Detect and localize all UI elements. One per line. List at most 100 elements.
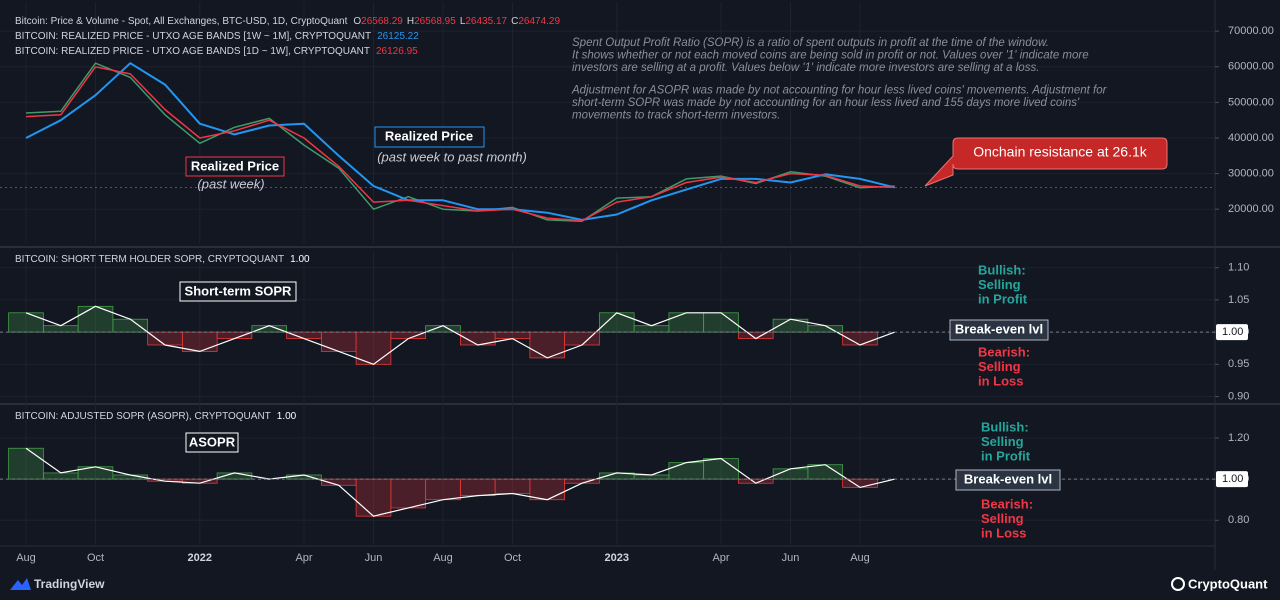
- x-tick-label: Aug: [16, 552, 36, 564]
- y-tick-label: 20000.00: [1228, 203, 1274, 215]
- y-tick-label: 40000.00: [1228, 132, 1274, 144]
- profit-box: [8, 447, 44, 480]
- profit-box: [633, 325, 670, 333]
- pane-last-value: 1.00: [277, 411, 297, 422]
- pane-title-text: BITCOIN: SHORT TERM HOLDER SOPR, CRYPTOQ…: [15, 254, 284, 265]
- bullish-note: in Profit: [978, 291, 1028, 306]
- annotation-box: [374, 126, 485, 148]
- pane-title-text: BITCOIN: ADJUSTED SOPR (ASOPR), CRYPTOQU…: [15, 411, 271, 422]
- y-tick-label: 1.10: [1228, 262, 1249, 274]
- annotation: Short-term SOPR: [185, 283, 293, 298]
- pane-last-value: 1.00: [290, 254, 310, 265]
- ohlc-label: O: [353, 16, 361, 27]
- cryptoquant-logo: [1171, 577, 1185, 591]
- annotation: Break-even lvl: [955, 321, 1043, 336]
- ohlc-value: 26474.29: [518, 16, 560, 27]
- loss-box: [216, 331, 253, 339]
- y-tick-label: 0.80: [1228, 514, 1249, 526]
- loss-box: [425, 478, 461, 501]
- tradingview-logo: [10, 578, 31, 590]
- x-tick-label: Oct: [504, 552, 521, 564]
- loss-box: [842, 478, 878, 488]
- profit-box: [598, 312, 635, 333]
- sopr-line: [25, 305, 896, 365]
- annotation: Onchain resistance at 26.1k: [973, 144, 1148, 160]
- bullish-note: in Profit: [981, 448, 1031, 463]
- ohlc-label: L: [460, 16, 466, 27]
- annotation-box: [179, 281, 297, 302]
- loss-box: [355, 478, 392, 517]
- annotation: (past week to past month): [377, 149, 527, 164]
- y-tick-label: 0.95: [1228, 358, 1249, 370]
- annotation: Realized Price: [385, 128, 473, 143]
- y-tick-label: 1.20: [1228, 432, 1249, 444]
- bearish-note: Bearish:: [978, 344, 1030, 359]
- labels: Aug Oct 2022 Apr Jun Aug Oct 2023 Apr Jun Aug 20000…: [15, 16, 1274, 564]
- description-line: Spent Output Profit Ratio (SOPR) is a ra…: [572, 37, 1049, 49]
- loss-box: [494, 331, 531, 339]
- last-value-label: 1.00: [1222, 473, 1243, 485]
- x-tick-label: Apr: [712, 552, 729, 564]
- annotation: Realized Price: [191, 158, 279, 173]
- legend-name: Bitcoin: Price & Volume - Spot, All Exch…: [15, 16, 348, 27]
- x-tick-label: Oct: [87, 552, 104, 564]
- profit-box: [251, 325, 288, 333]
- description-line: It shows whether or not each moved coins…: [572, 50, 1089, 62]
- loss-box: [390, 331, 427, 339]
- y-tick-label: 70000.00: [1228, 25, 1274, 37]
- ohlc-label: H: [407, 16, 414, 27]
- profit-box: [633, 474, 670, 480]
- x-tick-label: 2022: [188, 552, 212, 564]
- break-even-box: [955, 469, 1061, 491]
- legend-entry: BITCOIN: REALIZED PRICE - UTXO AGE BANDS…: [15, 46, 418, 57]
- loss-box: [737, 331, 774, 339]
- description-line: Adjustment for ASOPR was made by not acc…: [571, 85, 1108, 97]
- bullish-note: Bullish:: [978, 262, 1026, 277]
- loss-box: [147, 331, 183, 346]
- break-even-box: [949, 319, 1049, 341]
- ohlc-value: 26435.17: [465, 16, 507, 27]
- callout: [924, 137, 1168, 187]
- bullish-note: Bullish:: [981, 419, 1029, 434]
- bullish-note: Selling: [981, 434, 1024, 449]
- last-value-label: 1.00: [1222, 326, 1243, 338]
- profit-box: [703, 458, 739, 480]
- profit-box: [668, 462, 705, 480]
- annotation: ASOPR: [189, 434, 236, 449]
- annotation-box: [185, 432, 239, 453]
- annotation: (past week): [197, 176, 264, 191]
- annotation: Break-even lvl: [964, 471, 1052, 486]
- profit-box: [425, 325, 461, 333]
- bullish-note: Selling: [978, 277, 1021, 292]
- last-value-box: [1216, 324, 1248, 341]
- annotation-box: [185, 156, 285, 177]
- profit-box: [668, 312, 705, 333]
- series-line: [25, 62, 896, 221]
- ohlc-value: 26568.95: [414, 16, 456, 27]
- profit-box: [112, 318, 149, 333]
- x-tick-label: Apr: [295, 552, 312, 564]
- y-tick-label: 0.90: [1228, 390, 1249, 402]
- y-tick-label: 50000.00: [1228, 96, 1274, 108]
- pane-title: BITCOIN: ADJUSTED SOPR (ASOPR), CRYPTOQU…: [15, 411, 297, 422]
- bearish-note: in Loss: [981, 525, 1027, 540]
- x-tick-label: 2023: [605, 552, 629, 564]
- footer-right: CryptoQuant: [1188, 576, 1268, 591]
- loss-box: [320, 331, 357, 352]
- description-line: movements to track short-term investors.: [572, 110, 780, 122]
- profit-box: [42, 325, 79, 333]
- x-tick-label: Aug: [433, 552, 453, 564]
- x-tick-label: Jun: [365, 552, 383, 564]
- description-line: short-term SOPR was made by not accounti…: [572, 97, 1080, 109]
- footer-left: TradingView: [34, 577, 105, 591]
- bearish-note: Selling: [981, 511, 1024, 526]
- series-line: [25, 66, 895, 222]
- legend-last-value: 26126.95: [376, 46, 418, 57]
- legend-name: BITCOIN: REALIZED PRICE - UTXO AGE BANDS…: [15, 31, 371, 42]
- loss-box: [355, 331, 392, 365]
- loss-box: [494, 478, 531, 494]
- profit-box: [8, 312, 44, 333]
- x-tick-label: Jun: [782, 552, 800, 564]
- x-tick-label: Aug: [850, 552, 870, 564]
